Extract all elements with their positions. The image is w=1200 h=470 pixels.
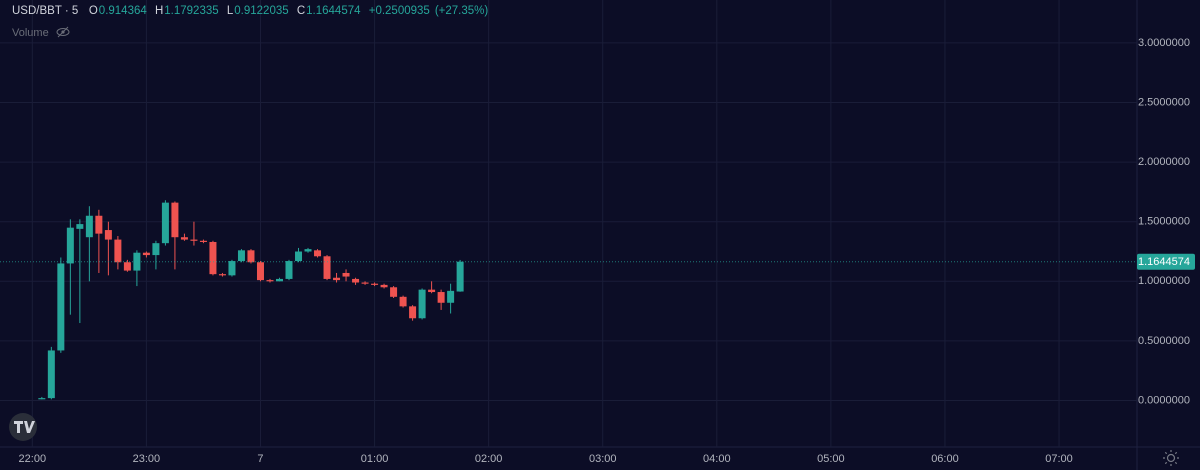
candle-body: [304, 249, 312, 252]
candle-body: [247, 250, 255, 263]
y-tick-label: 3.0000000: [1138, 37, 1190, 49]
change: +0.2500935: [368, 5, 430, 17]
hidden-icon: [56, 26, 70, 38]
candle-body: [218, 274, 226, 276]
candle-body: [171, 202, 179, 238]
candle-body: [228, 261, 236, 276]
y-tick-label: 2.5000000: [1138, 96, 1190, 108]
x-tick-label: 01:00: [361, 453, 389, 465]
candle-body: [123, 262, 131, 271]
ohlc-label: C: [296, 5, 306, 17]
candle-body: [418, 289, 426, 319]
y-tick-label: 1.0000000: [1138, 275, 1190, 287]
candle-body: [361, 282, 369, 284]
candle-body: [133, 252, 141, 271]
candle-body: [209, 241, 217, 275]
logo: [9, 413, 37, 441]
x-tick-label: 23:00: [133, 453, 161, 465]
candle-body: [266, 280, 274, 282]
candle-body: [409, 306, 417, 319]
candle-body: [85, 215, 93, 238]
candle-body: [114, 239, 122, 263]
last-price-label: 1.1644574: [1138, 256, 1190, 268]
candle-body: [428, 289, 436, 293]
candle-body: [237, 250, 245, 262]
candle-body: [323, 256, 331, 279]
x-tick-label: 04:00: [703, 453, 731, 465]
candle-body: [256, 262, 264, 281]
y-tick-label: 0.0000000: [1138, 394, 1190, 406]
y-tick-label: 0.5000000: [1138, 335, 1190, 347]
candle-body: [342, 272, 350, 277]
legend: USD/BBT · 5 O0.914364 H1.1792335 L0.9122…: [12, 5, 493, 17]
x-tick-label: 07:00: [1045, 453, 1073, 465]
x-tick-label: 7: [257, 453, 263, 465]
candle-body: [275, 278, 283, 282]
x-tick-label: 03:00: [589, 453, 617, 465]
candle-body: [352, 278, 360, 283]
candle-body: [456, 261, 464, 292]
candle-body: [380, 284, 388, 288]
candle-body: [390, 287, 398, 297]
ohlc-value: 1.1644574: [306, 5, 361, 17]
candle-body: [66, 227, 74, 264]
x-tick-label: 05:00: [817, 453, 845, 465]
volume-indicator[interactable]: Volume: [12, 24, 70, 39]
candle-body: [161, 202, 169, 244]
candle-body: [447, 290, 455, 303]
candle-body: [333, 277, 341, 281]
settings-icon[interactable]: [1163, 450, 1179, 466]
candle-body: [399, 296, 407, 307]
candle-body: [314, 250, 322, 257]
candle-body: [199, 240, 207, 242]
candle-body: [57, 263, 65, 351]
x-tick-label: 06:00: [931, 453, 959, 465]
ohlc-label: H: [154, 5, 164, 17]
candle-body: [437, 292, 445, 303]
candle-body: [190, 239, 198, 241]
candle-body: [142, 252, 150, 256]
candle-body: [371, 283, 379, 285]
candle-body: [295, 251, 303, 262]
symbol: USD/BBT · 5: [12, 5, 79, 17]
candle-body: [180, 237, 188, 240]
candle-body: [152, 243, 160, 256]
y-tick-label: 1.5000000: [1138, 216, 1190, 228]
change-pct: (+27.35%): [434, 5, 489, 17]
last-price-tag: [1137, 253, 1195, 270]
candle-body: [285, 261, 293, 279]
candle-body: [76, 224, 84, 229]
candle-body: [47, 350, 55, 399]
ohlc-value: 1.1792335: [164, 5, 219, 17]
y-tick-label: 2.0000000: [1138, 156, 1190, 168]
candle-body: [104, 230, 112, 240]
x-tick-label: 22:00: [19, 453, 47, 465]
candle-body: [38, 398, 46, 400]
ohlc-label: L: [226, 5, 234, 17]
ohlc-value: 0.914364: [98, 5, 147, 17]
ohlc-label: O: [88, 5, 98, 17]
candle-body: [95, 215, 103, 234]
volume-label: Volume: [12, 27, 49, 39]
ohlc-value: 0.9122035: [234, 5, 289, 17]
x-tick-label: 02:00: [475, 453, 503, 465]
